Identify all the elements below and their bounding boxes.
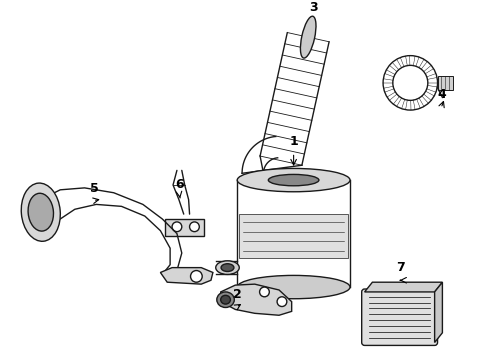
Text: 6: 6 (175, 178, 184, 191)
Ellipse shape (300, 16, 316, 58)
Text: 5: 5 (90, 182, 98, 195)
Polygon shape (365, 282, 442, 292)
Circle shape (190, 222, 199, 231)
Circle shape (172, 222, 182, 231)
Circle shape (191, 270, 202, 282)
Ellipse shape (217, 292, 234, 307)
Ellipse shape (237, 168, 350, 192)
Ellipse shape (216, 261, 239, 274)
Ellipse shape (269, 174, 319, 186)
Bar (239, 214, 348, 258)
Text: 1: 1 (289, 135, 298, 148)
FancyBboxPatch shape (362, 289, 438, 345)
Circle shape (277, 297, 287, 306)
Text: 3: 3 (309, 1, 318, 14)
Polygon shape (160, 267, 213, 284)
Polygon shape (220, 284, 292, 315)
Ellipse shape (220, 295, 230, 304)
Polygon shape (165, 219, 204, 235)
Text: 7: 7 (396, 261, 405, 274)
Ellipse shape (21, 183, 60, 241)
Bar (438, 76, 453, 90)
Text: 2: 2 (233, 288, 242, 301)
Ellipse shape (221, 264, 234, 271)
Ellipse shape (28, 193, 53, 231)
Polygon shape (435, 282, 442, 342)
Circle shape (260, 287, 270, 297)
Ellipse shape (237, 275, 350, 299)
Text: 4: 4 (437, 88, 446, 101)
